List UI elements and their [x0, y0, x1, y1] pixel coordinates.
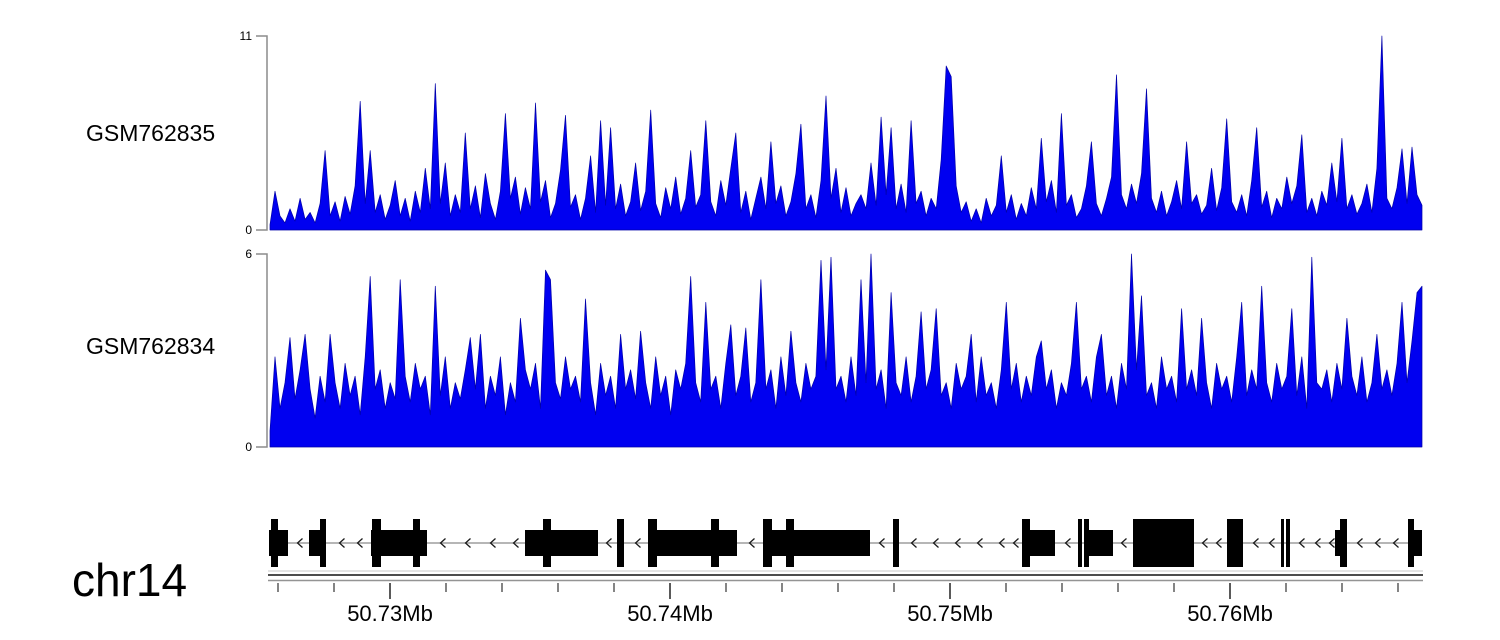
- y-axis-GSM762834: [256, 253, 268, 448]
- gene-exon-mid: [525, 530, 598, 556]
- axis-tick-label: 50.76Mb: [1187, 601, 1273, 626]
- gene-exon-tall: [1340, 519, 1347, 567]
- gene-exon-tall: [1022, 519, 1030, 567]
- gene-exon-tall: [763, 519, 772, 567]
- track-label-gsm762834: GSM762834: [86, 333, 216, 359]
- gene-exon-tall: [1408, 519, 1414, 567]
- gene-exon-mid: [1335, 530, 1343, 556]
- gene-exon-tall: [413, 519, 420, 567]
- strand-arrow-left: [296, 538, 303, 548]
- strand-arrow-left: [1012, 538, 1019, 548]
- strand-arrow-left: [954, 538, 961, 548]
- strand-arrow-left: [605, 538, 612, 548]
- strand-arrow-left: [976, 538, 983, 548]
- strand-arrow-left: [932, 538, 939, 548]
- track2-ymin-tick-label: 0: [245, 440, 252, 454]
- strand-arrow-left: [1268, 538, 1275, 548]
- gene-exon-tall: [1286, 519, 1290, 567]
- gene-exon-tall: [648, 519, 657, 567]
- strand-arrow-left: [1374, 538, 1381, 548]
- gene-exon-mid: [1414, 530, 1422, 556]
- gene-exon-tall: [1227, 519, 1243, 567]
- strand-arrow-left: [1298, 538, 1305, 548]
- strand-arrow-left: [489, 538, 496, 548]
- track1-ymax-tick-label: 11: [239, 29, 252, 43]
- gene-exon-tall: [786, 519, 794, 567]
- strand-arrow-left: [512, 538, 519, 548]
- gene-exon-tall: [1078, 519, 1082, 567]
- gene-exon-tall: [543, 519, 551, 567]
- gene-exon-mid: [648, 530, 737, 556]
- strand-arrow-left: [878, 538, 885, 548]
- y-axis-GSM762835: [256, 35, 268, 231]
- gene-exon-tall: [893, 519, 899, 567]
- strand-arrow-left: [1064, 538, 1071, 548]
- strand-arrow-left: [1252, 538, 1259, 548]
- strand-arrow-left: [1314, 538, 1321, 548]
- axis-tick-label: 50.73Mb: [347, 601, 433, 626]
- gene-exon-mid: [763, 530, 870, 556]
- signal-area-GSM762835: [269, 35, 1423, 231]
- gene-exon-tall: [372, 519, 381, 567]
- strand-arrow-left: [1201, 538, 1208, 548]
- strand-arrow-left: [439, 538, 446, 548]
- gene-exon-tall: [711, 519, 719, 567]
- track-label-gsm762835: GSM762835: [86, 120, 216, 146]
- strand-arrow-left: [910, 538, 917, 548]
- strand-arrow-left: [464, 538, 471, 548]
- gene-exon-tall: [1133, 519, 1194, 567]
- chromosome-label: chr14: [72, 554, 188, 606]
- strand-arrow-left: [356, 538, 363, 548]
- axis-tick-label: 50.75Mb: [907, 601, 993, 626]
- gene-exon-tall: [320, 519, 326, 567]
- strand-arrow-left: [634, 538, 641, 548]
- gene-exon-tall: [1281, 519, 1284, 567]
- strand-arrow-left: [1392, 538, 1399, 548]
- track2-ymax-tick-label: 6: [245, 247, 252, 261]
- strand-arrow-left: [998, 538, 1005, 548]
- strand-arrow-left: [1215, 538, 1222, 548]
- signal-area-GSM762834: [269, 253, 1423, 448]
- track1-ymin-tick-label: 0: [245, 223, 252, 237]
- strand-arrow-left: [1120, 538, 1127, 548]
- gene-exon-tall: [617, 519, 624, 567]
- strand-arrow-left: [338, 538, 345, 548]
- strand-arrow-left: [1328, 538, 1335, 548]
- strand-arrow-left: [748, 538, 755, 548]
- strand-arrow-left: [1356, 538, 1363, 548]
- gene-exon-tall: [271, 519, 278, 567]
- axis-tick-label: 50.74Mb: [627, 601, 713, 626]
- gene-exon-mid: [1084, 530, 1113, 556]
